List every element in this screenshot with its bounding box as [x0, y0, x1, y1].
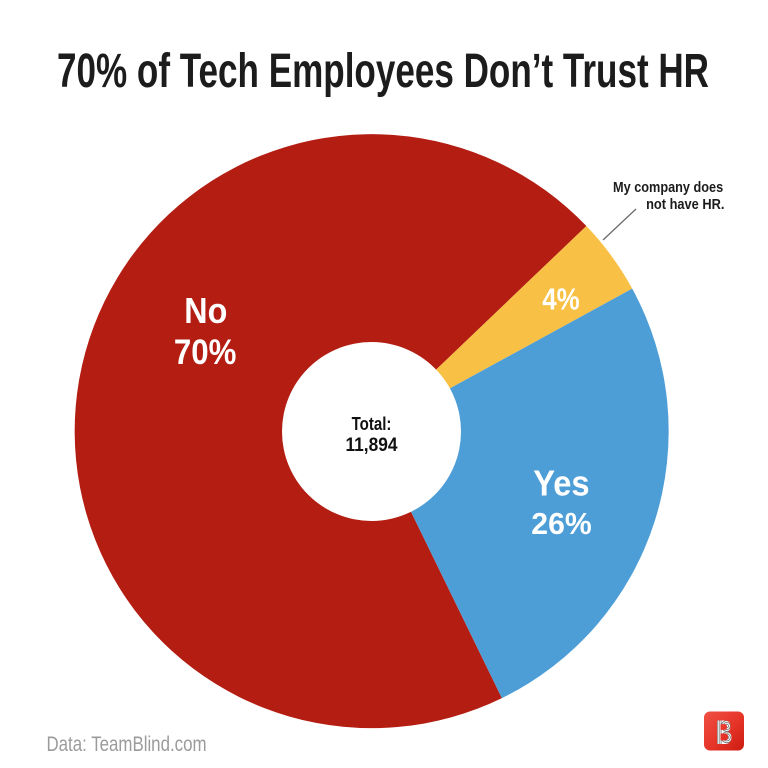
svg-text:11,894: 11,894 — [346, 435, 398, 456]
svg-text:Total:: Total: — [352, 414, 392, 434]
svg-text:Data: TeamBlind.com: Data: TeamBlind.com — [47, 733, 207, 756]
svg-text:Yes: Yes — [533, 462, 589, 503]
svg-text:No: No — [184, 290, 227, 331]
svg-text:70%: 70% — [174, 333, 237, 372]
svg-text:26%: 26% — [531, 506, 591, 541]
svg-text:not have HR.: not have HR. — [646, 196, 724, 213]
svg-text:My company does: My company does — [613, 179, 723, 196]
svg-text:4%: 4% — [542, 282, 579, 317]
svg-text:70% of Tech Employees Don’t Tr: 70% of Tech Employees Don’t Trust HR — [57, 45, 709, 98]
